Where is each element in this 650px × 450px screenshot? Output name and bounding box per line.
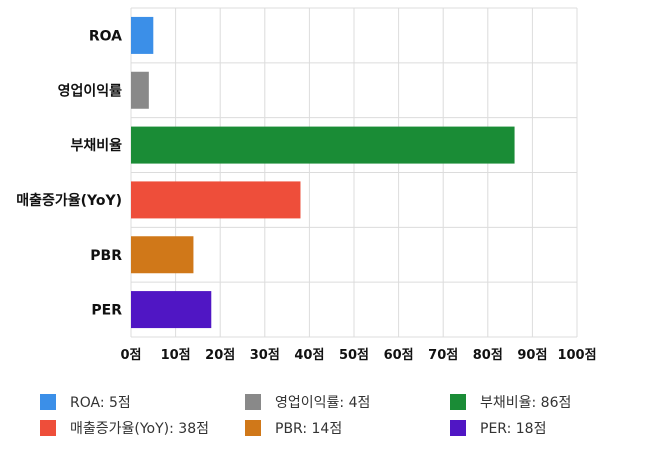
legend-swatch bbox=[245, 394, 261, 410]
legend-swatch bbox=[40, 420, 56, 436]
legend-swatch bbox=[450, 420, 466, 436]
bar-1 bbox=[131, 71, 149, 109]
bar-4 bbox=[131, 236, 194, 274]
legend-label: 부채비율: 86점 bbox=[480, 395, 572, 411]
x-tick-label: 50점 bbox=[339, 348, 369, 363]
bar-0 bbox=[131, 16, 154, 54]
x-axis-tick-labels: 0점 10점 20점 30점 40점 50점 60점 70점 80점 90점 100점 bbox=[120, 348, 596, 363]
x-tick-label: 0점 bbox=[120, 348, 141, 363]
category-label: 매출증가율(YoY) bbox=[16, 192, 122, 209]
legend-swatch bbox=[245, 420, 261, 436]
legend-label: PBR: 14점 bbox=[275, 421, 343, 437]
legend-label: PER: 18점 bbox=[480, 421, 547, 437]
bars bbox=[131, 16, 515, 329]
legend-swatch bbox=[40, 394, 56, 410]
x-tick-label: 30점 bbox=[250, 348, 280, 363]
category-label: 부채비율 bbox=[70, 137, 122, 154]
legend-label: 영업이익률: 4점 bbox=[275, 395, 371, 411]
legend-item[interactable]: PER: 18점 bbox=[450, 418, 546, 438]
grid-lines bbox=[130, 7, 578, 338]
x-tick-label: 10점 bbox=[161, 348, 191, 363]
bar-2 bbox=[131, 126, 515, 164]
x-tick-label: 60점 bbox=[384, 348, 414, 363]
x-tick-label: 70점 bbox=[428, 348, 458, 363]
x-tick-label: 80점 bbox=[473, 348, 503, 363]
category-label: PER bbox=[91, 303, 122, 319]
bar-3 bbox=[131, 181, 301, 219]
legend-label: 매출증가율(YoY): 38점 bbox=[70, 421, 209, 437]
legend-item[interactable]: 영업이익률: 4점 bbox=[245, 392, 370, 412]
bar-5 bbox=[131, 291, 212, 329]
legend-item[interactable]: PBR: 14점 bbox=[245, 418, 342, 438]
x-tick-label: 90점 bbox=[517, 348, 547, 363]
legend-item[interactable]: ROA: 5점 bbox=[40, 392, 131, 412]
category-label: ROA bbox=[89, 28, 122, 44]
legend-item[interactable]: 부채비율: 86점 bbox=[450, 392, 571, 412]
category-label: 영업이익률 bbox=[58, 82, 123, 99]
category-label: PBR bbox=[90, 248, 122, 264]
legend-swatch bbox=[450, 394, 466, 410]
x-tick-label: 100점 bbox=[557, 348, 596, 363]
x-tick-label: 20점 bbox=[205, 348, 235, 363]
legend-item[interactable]: 매출증가율(YoY): 38점 bbox=[40, 418, 209, 438]
x-tick-label: 40점 bbox=[294, 348, 324, 363]
legend-label: ROA: 5점 bbox=[70, 395, 131, 411]
